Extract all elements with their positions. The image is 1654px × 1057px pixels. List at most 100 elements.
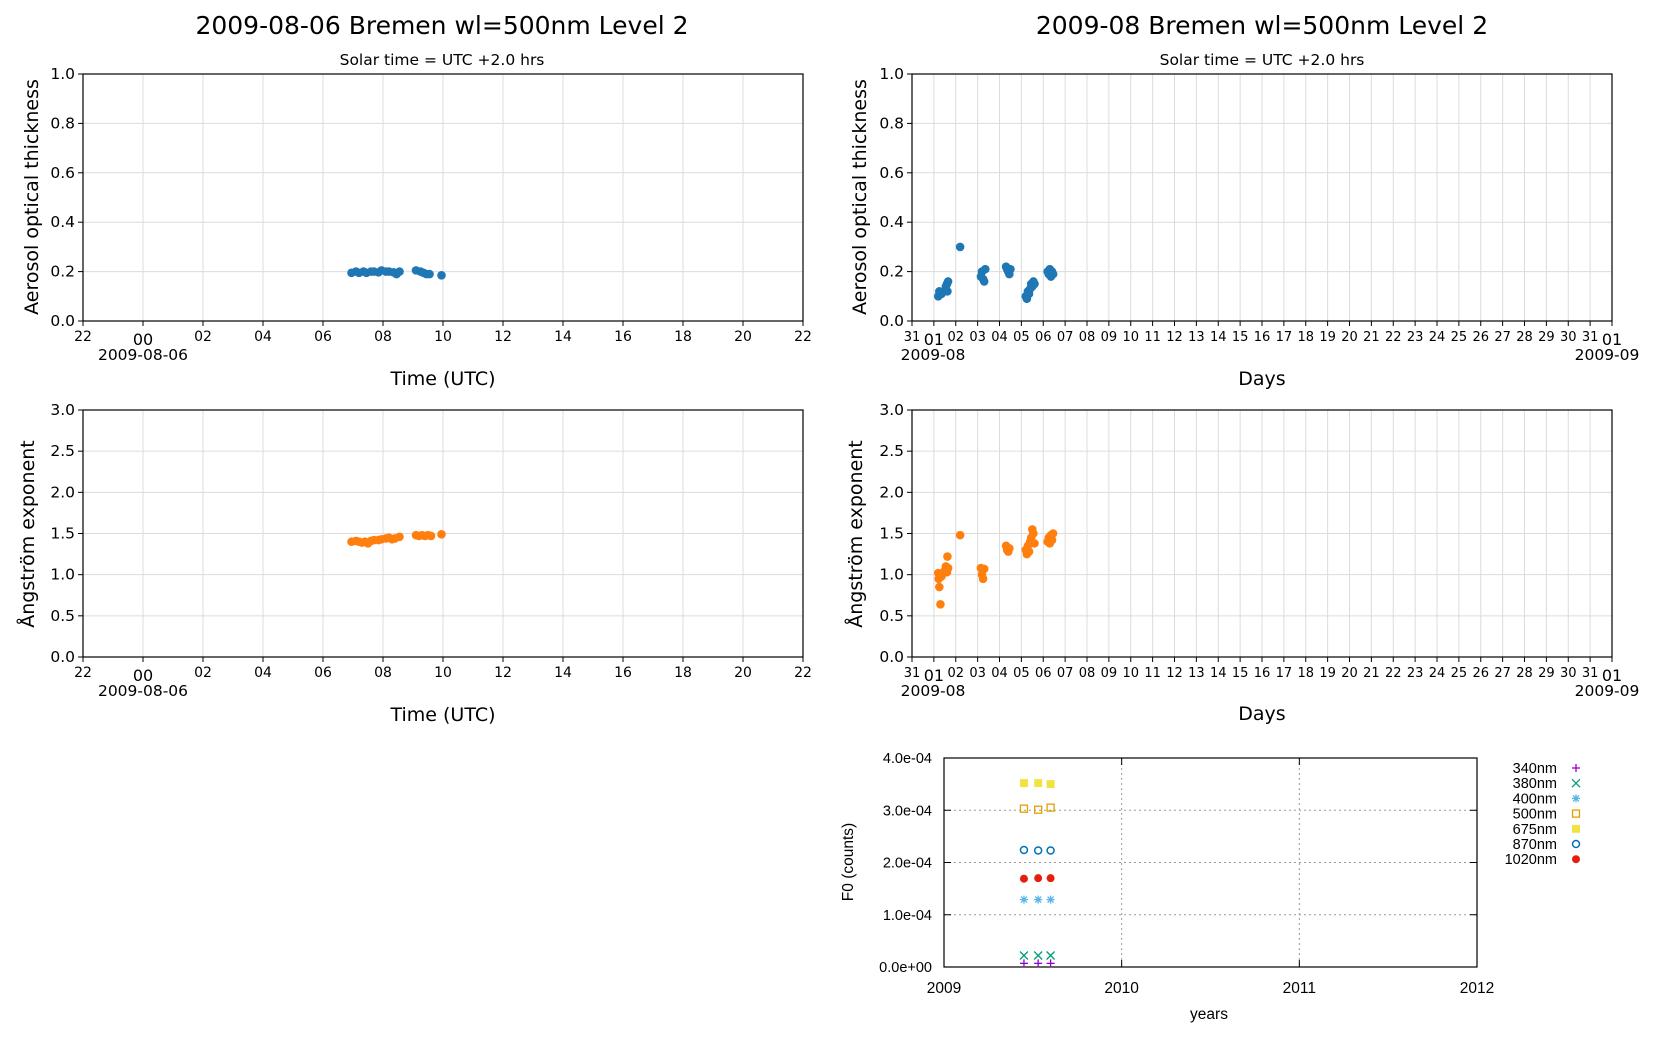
data-point bbox=[395, 267, 404, 276]
legend-label: 380nm bbox=[1513, 776, 1557, 792]
ae-month-points bbox=[933, 525, 1058, 609]
x-tick-label: 00 bbox=[133, 330, 153, 349]
y-tick-label: 0.5 bbox=[50, 607, 75, 625]
x-tick-label: 02 bbox=[194, 665, 212, 681]
y-tick-label: 1.0 bbox=[879, 566, 904, 584]
data-point bbox=[1033, 951, 1043, 960]
data-point bbox=[1046, 959, 1055, 968]
aot-day-subtitle: Solar time = UTC +2.0 hrs bbox=[340, 51, 545, 69]
data-point bbox=[936, 600, 945, 609]
x-tick-label: 08 bbox=[1079, 666, 1096, 681]
y-tick-label: 0.2 bbox=[879, 263, 904, 281]
x-tick-label: 16 bbox=[614, 329, 632, 345]
data-point bbox=[978, 574, 988, 584]
aot-month-panel: Solar time = UTC +2.0 hrs 0.00.20.40.60.… bbox=[849, 51, 1639, 390]
ae-month-y-label: Ångström exponent bbox=[844, 440, 867, 628]
legend-marker bbox=[1572, 824, 1580, 833]
data-point bbox=[1047, 535, 1057, 545]
x-tick-label: 26 bbox=[1472, 330, 1489, 345]
y-tick-label: 3.0 bbox=[50, 401, 75, 419]
y-tick-label: 0.8 bbox=[879, 114, 904, 132]
y-tick-label: 1.5 bbox=[50, 525, 75, 543]
x-tick-label: 01 bbox=[924, 666, 944, 685]
y-tick-label: 0.0 bbox=[50, 648, 75, 666]
data-point bbox=[437, 530, 446, 539]
data-point bbox=[1046, 874, 1055, 883]
legend-marker bbox=[1571, 778, 1581, 788]
y-tick-label: 0.0e+00 bbox=[879, 960, 932, 976]
data-point bbox=[1019, 874, 1028, 883]
data-point bbox=[1048, 529, 1058, 538]
legend-label: 1020nm bbox=[1505, 852, 1557, 868]
x-tick-label: 23 bbox=[1407, 330, 1424, 345]
ae-day-date-label: 2009-08-06 bbox=[98, 682, 188, 700]
x-tick-label: 2012 bbox=[1460, 980, 1494, 997]
x-tick-label: 22 bbox=[74, 665, 92, 681]
aot-month-y-label: Aerosol optical thickness bbox=[849, 79, 871, 315]
y-tick-label: 0.2 bbox=[50, 263, 75, 281]
x-tick-label: 23 bbox=[1407, 666, 1424, 681]
x-tick-label: 24 bbox=[1429, 330, 1446, 345]
x-tick-label: 08 bbox=[1079, 330, 1096, 345]
x-tick-label: 06 bbox=[1035, 330, 1052, 345]
data-point bbox=[1024, 547, 1034, 556]
legend-label: 500nm bbox=[1513, 807, 1557, 823]
x-tick-label: 05 bbox=[1013, 330, 1030, 345]
x-tick-label: 18 bbox=[1297, 666, 1314, 681]
left-title: 2009-08-06 Bremen wl=500nm Level 2 bbox=[195, 11, 688, 40]
x-tick-label: 06 bbox=[1035, 666, 1052, 681]
y-tick-label: 0.8 bbox=[50, 114, 75, 132]
y-tick-label: 0.4 bbox=[50, 213, 75, 231]
data-point bbox=[935, 582, 944, 592]
data-point bbox=[1034, 874, 1043, 883]
x-tick-label: 09 bbox=[1101, 330, 1118, 345]
legend-marker bbox=[1571, 839, 1581, 849]
x-tick-label: 29 bbox=[1538, 330, 1555, 345]
ae-day-x-label: Time (UTC) bbox=[389, 704, 495, 726]
x-tick-label: 04 bbox=[254, 665, 272, 681]
x-tick-label: 30 bbox=[1560, 330, 1577, 345]
x-tick-label: 18 bbox=[674, 329, 692, 345]
x-tick-label: 14 bbox=[1210, 330, 1227, 345]
y-tick-label: 2.0e-04 bbox=[883, 856, 932, 872]
x-tick-label: 13 bbox=[1188, 666, 1205, 681]
x-tick-label: 01 bbox=[924, 330, 944, 349]
y-tick-label: 0.0 bbox=[879, 312, 904, 330]
x-tick-label: 02 bbox=[194, 329, 212, 345]
data-point bbox=[1019, 951, 1029, 960]
y-tick-label: 1.5 bbox=[879, 525, 904, 543]
y-tick-label: 0.0 bbox=[50, 312, 75, 330]
ae-month-y-ticks: 0.0 0.5 1.0 1.5 2.0 2.5 3.0 bbox=[879, 401, 912, 666]
data-point bbox=[943, 277, 953, 286]
x-tick-label: 29 bbox=[1538, 666, 1555, 681]
data-point bbox=[1046, 780, 1055, 789]
data-point bbox=[1030, 539, 1039, 548]
data-point bbox=[1029, 529, 1038, 538]
right-title: 2009-08 Bremen wl=500nm Level 2 bbox=[1036, 11, 1488, 40]
f0-x-ticks: 2009 2010 2011 2012 bbox=[927, 758, 1494, 997]
aot-day-points bbox=[347, 266, 446, 280]
x-tick-label: 15 bbox=[1232, 666, 1249, 681]
data-point bbox=[426, 531, 436, 541]
legend-marker bbox=[1571, 809, 1581, 818]
aot-month-points bbox=[933, 242, 1058, 304]
ae-month-grid bbox=[911, 409, 1613, 658]
x-tick-label: 12 bbox=[1166, 330, 1183, 345]
y-tick-label: 2.0 bbox=[879, 483, 904, 501]
aot-day-x-ticks: 22 00 02 04 06 08 10 12 14 16 18 20 22 bbox=[74, 321, 812, 349]
data-point bbox=[979, 277, 989, 286]
x-tick-label: 02 bbox=[947, 330, 964, 345]
x-tick-label: 2011 bbox=[1283, 980, 1316, 997]
x-tick-label: 20 bbox=[1341, 666, 1358, 681]
x-tick-label: 22 bbox=[794, 329, 812, 345]
y-tick-label: 3.0e-04 bbox=[883, 803, 932, 819]
x-tick-label: 20 bbox=[734, 665, 752, 681]
legend-label: 340nm bbox=[1513, 761, 1557, 777]
y-tick-label: 1.0 bbox=[879, 65, 904, 83]
data-point bbox=[980, 264, 990, 274]
x-tick-label: 25 bbox=[1451, 666, 1468, 681]
data-point bbox=[1019, 845, 1029, 855]
data-point bbox=[1006, 264, 1015, 274]
data-point bbox=[1019, 779, 1028, 788]
